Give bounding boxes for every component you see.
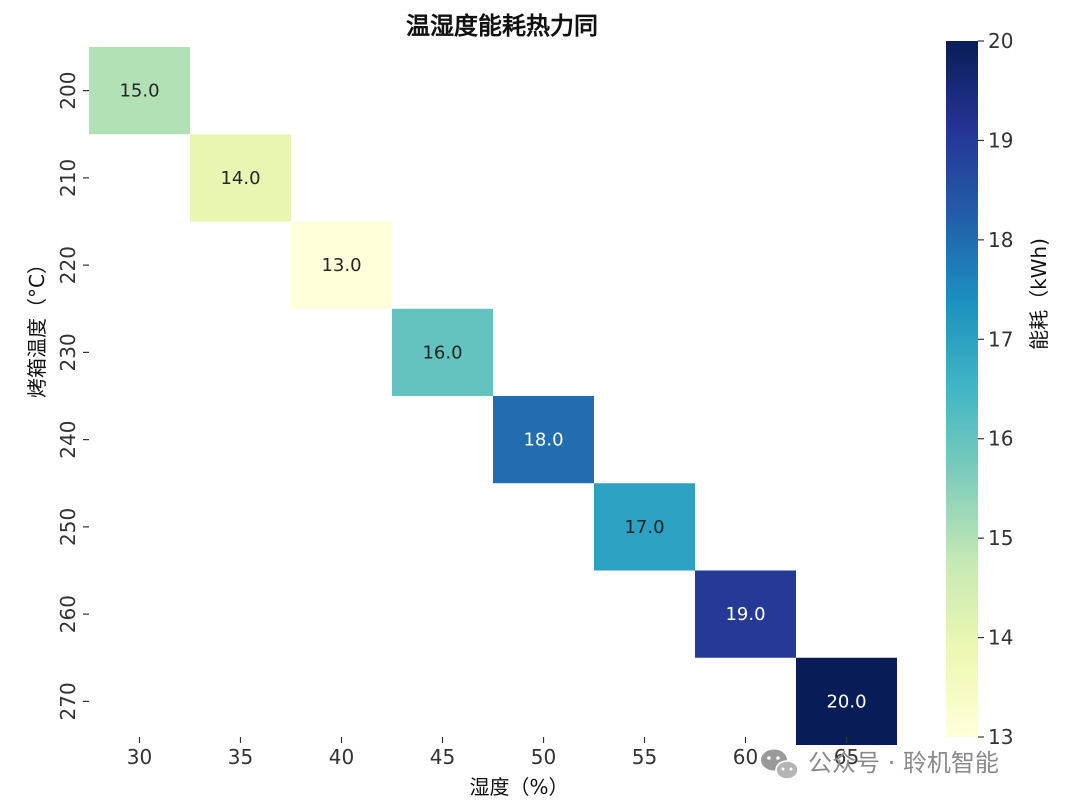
y-tick-label: 260	[56, 595, 80, 633]
chart-title: 温湿度能耗热力同	[406, 12, 598, 40]
colorbar-tick-label: 17	[988, 327, 1013, 351]
heatmap-cell-30-200	[89, 47, 190, 135]
x-axis-ticks: 30 35 40 45 50 55 60 65	[127, 737, 859, 769]
x-tick-label: 60	[733, 745, 758, 769]
y-tick-label: 220	[56, 246, 80, 284]
y-tick-label: 210	[56, 159, 80, 197]
colorbar-label: 能耗（kWh)	[1027, 238, 1051, 350]
x-axis-label: 湿度（%）	[469, 775, 568, 799]
y-axis-label: 烤箱温度（°C）	[25, 254, 49, 398]
colorbar-tick-label: 14	[988, 626, 1013, 650]
colorbar-tick-label: 16	[988, 427, 1013, 451]
colorbar-tick-label: 19	[988, 128, 1013, 152]
colorbar-tick-label: 20	[988, 29, 1013, 53]
heatmap-cell-65-270	[796, 657, 897, 745]
colorbar-tick-label: 15	[988, 526, 1013, 550]
wechat-icon	[761, 749, 799, 780]
x-tick-label: 45	[430, 745, 455, 769]
cell-value-label: 13.0	[321, 255, 361, 276]
cell-value-label: 20.0	[826, 691, 866, 712]
colorbar-ticks: 13 14 15 16 17 18 19 20	[978, 29, 1013, 749]
cell-value-label: 15.0	[119, 81, 159, 102]
y-tick-label: 200	[56, 72, 80, 110]
colorbar-tick-label: 13	[988, 725, 1013, 749]
x-tick-label: 35	[228, 745, 253, 769]
heatmap-cell-35-210	[190, 134, 291, 222]
y-tick-label: 240	[56, 421, 80, 459]
heatmap-cell-60-260	[695, 570, 796, 658]
colorbar-tick-label: 18	[988, 228, 1013, 252]
heatmap-cells: 15.0 14.0 13.0 16.0 18.0 17.0 19.0 20.0	[89, 47, 897, 745]
y-tick-label: 230	[56, 333, 80, 371]
cell-value-label: 16.0	[422, 342, 462, 363]
heatmap-cell-40-220	[291, 221, 392, 309]
x-tick-label: 30	[127, 745, 152, 769]
x-tick-label: 65	[834, 745, 859, 769]
x-tick-label: 50	[531, 745, 556, 769]
cell-value-label: 17.0	[624, 517, 664, 538]
colorbar	[946, 41, 978, 737]
y-tick-label: 270	[56, 682, 80, 720]
heatmap-cell-55-250	[594, 483, 695, 571]
watermark-text: 公众号 · 聆机智能	[808, 749, 999, 777]
y-axis-ticks: 200 210 220 230 240 250 260 270	[56, 72, 89, 720]
heatmap-cell-45-230	[392, 308, 493, 396]
heatmap-cell-50-240	[493, 396, 594, 484]
x-tick-label: 55	[632, 745, 657, 769]
y-tick-label: 250	[56, 508, 80, 546]
cell-value-label: 19.0	[725, 604, 765, 625]
cell-value-label: 18.0	[523, 430, 563, 451]
x-tick-label: 40	[329, 745, 354, 769]
cell-value-label: 14.0	[220, 168, 260, 189]
watermark: 公众号 · 聆机智能	[761, 749, 999, 780]
